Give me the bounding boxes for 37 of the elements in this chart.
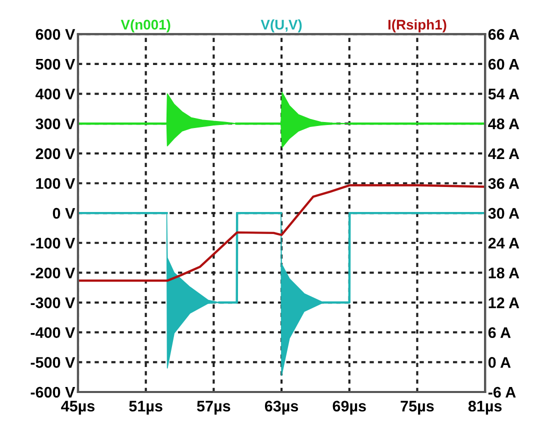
x-tick-label: 75µs <box>400 400 434 415</box>
y-tick-label: 0 V <box>52 208 76 219</box>
text: V(U,V) <box>260 19 302 32</box>
y2-tick-label: 42 A <box>488 148 520 159</box>
y-tick-label: 200 V <box>36 148 76 160</box>
x-tick-label: 81µs <box>468 400 502 415</box>
y-tick-label: -600 V <box>30 386 76 398</box>
line-series <box>78 184 486 282</box>
x-tick-label: 45µs <box>61 400 95 415</box>
y2-tick-label: 12 A <box>488 297 520 308</box>
y-tick-label: -100 V <box>30 238 76 249</box>
y2-tick-label: 0 A <box>488 357 511 368</box>
y2-tick-label: 6 A <box>488 327 511 338</box>
y2-tick-label: 18 A <box>488 268 520 278</box>
y2-tick-label: 36 A <box>488 178 520 189</box>
y-tick-label: 600 V <box>36 28 76 40</box>
y2-tick-label: 60 A <box>488 58 520 70</box>
x-tick-label: 63µs <box>264 400 298 415</box>
text: I(Rsiph1) <box>388 19 446 32</box>
y-tick-label: 400 V <box>36 88 76 100</box>
text: V(n001) <box>120 19 170 32</box>
y-tick-label: 500 V <box>36 58 76 70</box>
x-tick-label: 69µs <box>332 400 366 415</box>
y-tick-label: -300 V <box>30 297 76 308</box>
y-tick-label: 300 V <box>36 118 76 130</box>
y2-tick-label: 48 A <box>488 118 520 130</box>
y-tick-label: -400 V <box>30 327 76 338</box>
x-tick-label: 51µs <box>129 400 162 415</box>
x-tick-label: 57µs <box>197 400 230 415</box>
y2-tick-label: -6 A <box>488 386 516 398</box>
y2-tick-label: 24 A <box>488 238 520 248</box>
y-tick-label: -200 V <box>30 268 76 278</box>
y2-tick-label: 66 A <box>488 28 520 40</box>
y2-tick-label: 30 A <box>488 208 520 219</box>
y-tick-label: -500 V <box>30 357 76 368</box>
y2-tick-label: 54 A <box>488 88 520 100</box>
y-tick-label: 100 V <box>36 178 76 189</box>
